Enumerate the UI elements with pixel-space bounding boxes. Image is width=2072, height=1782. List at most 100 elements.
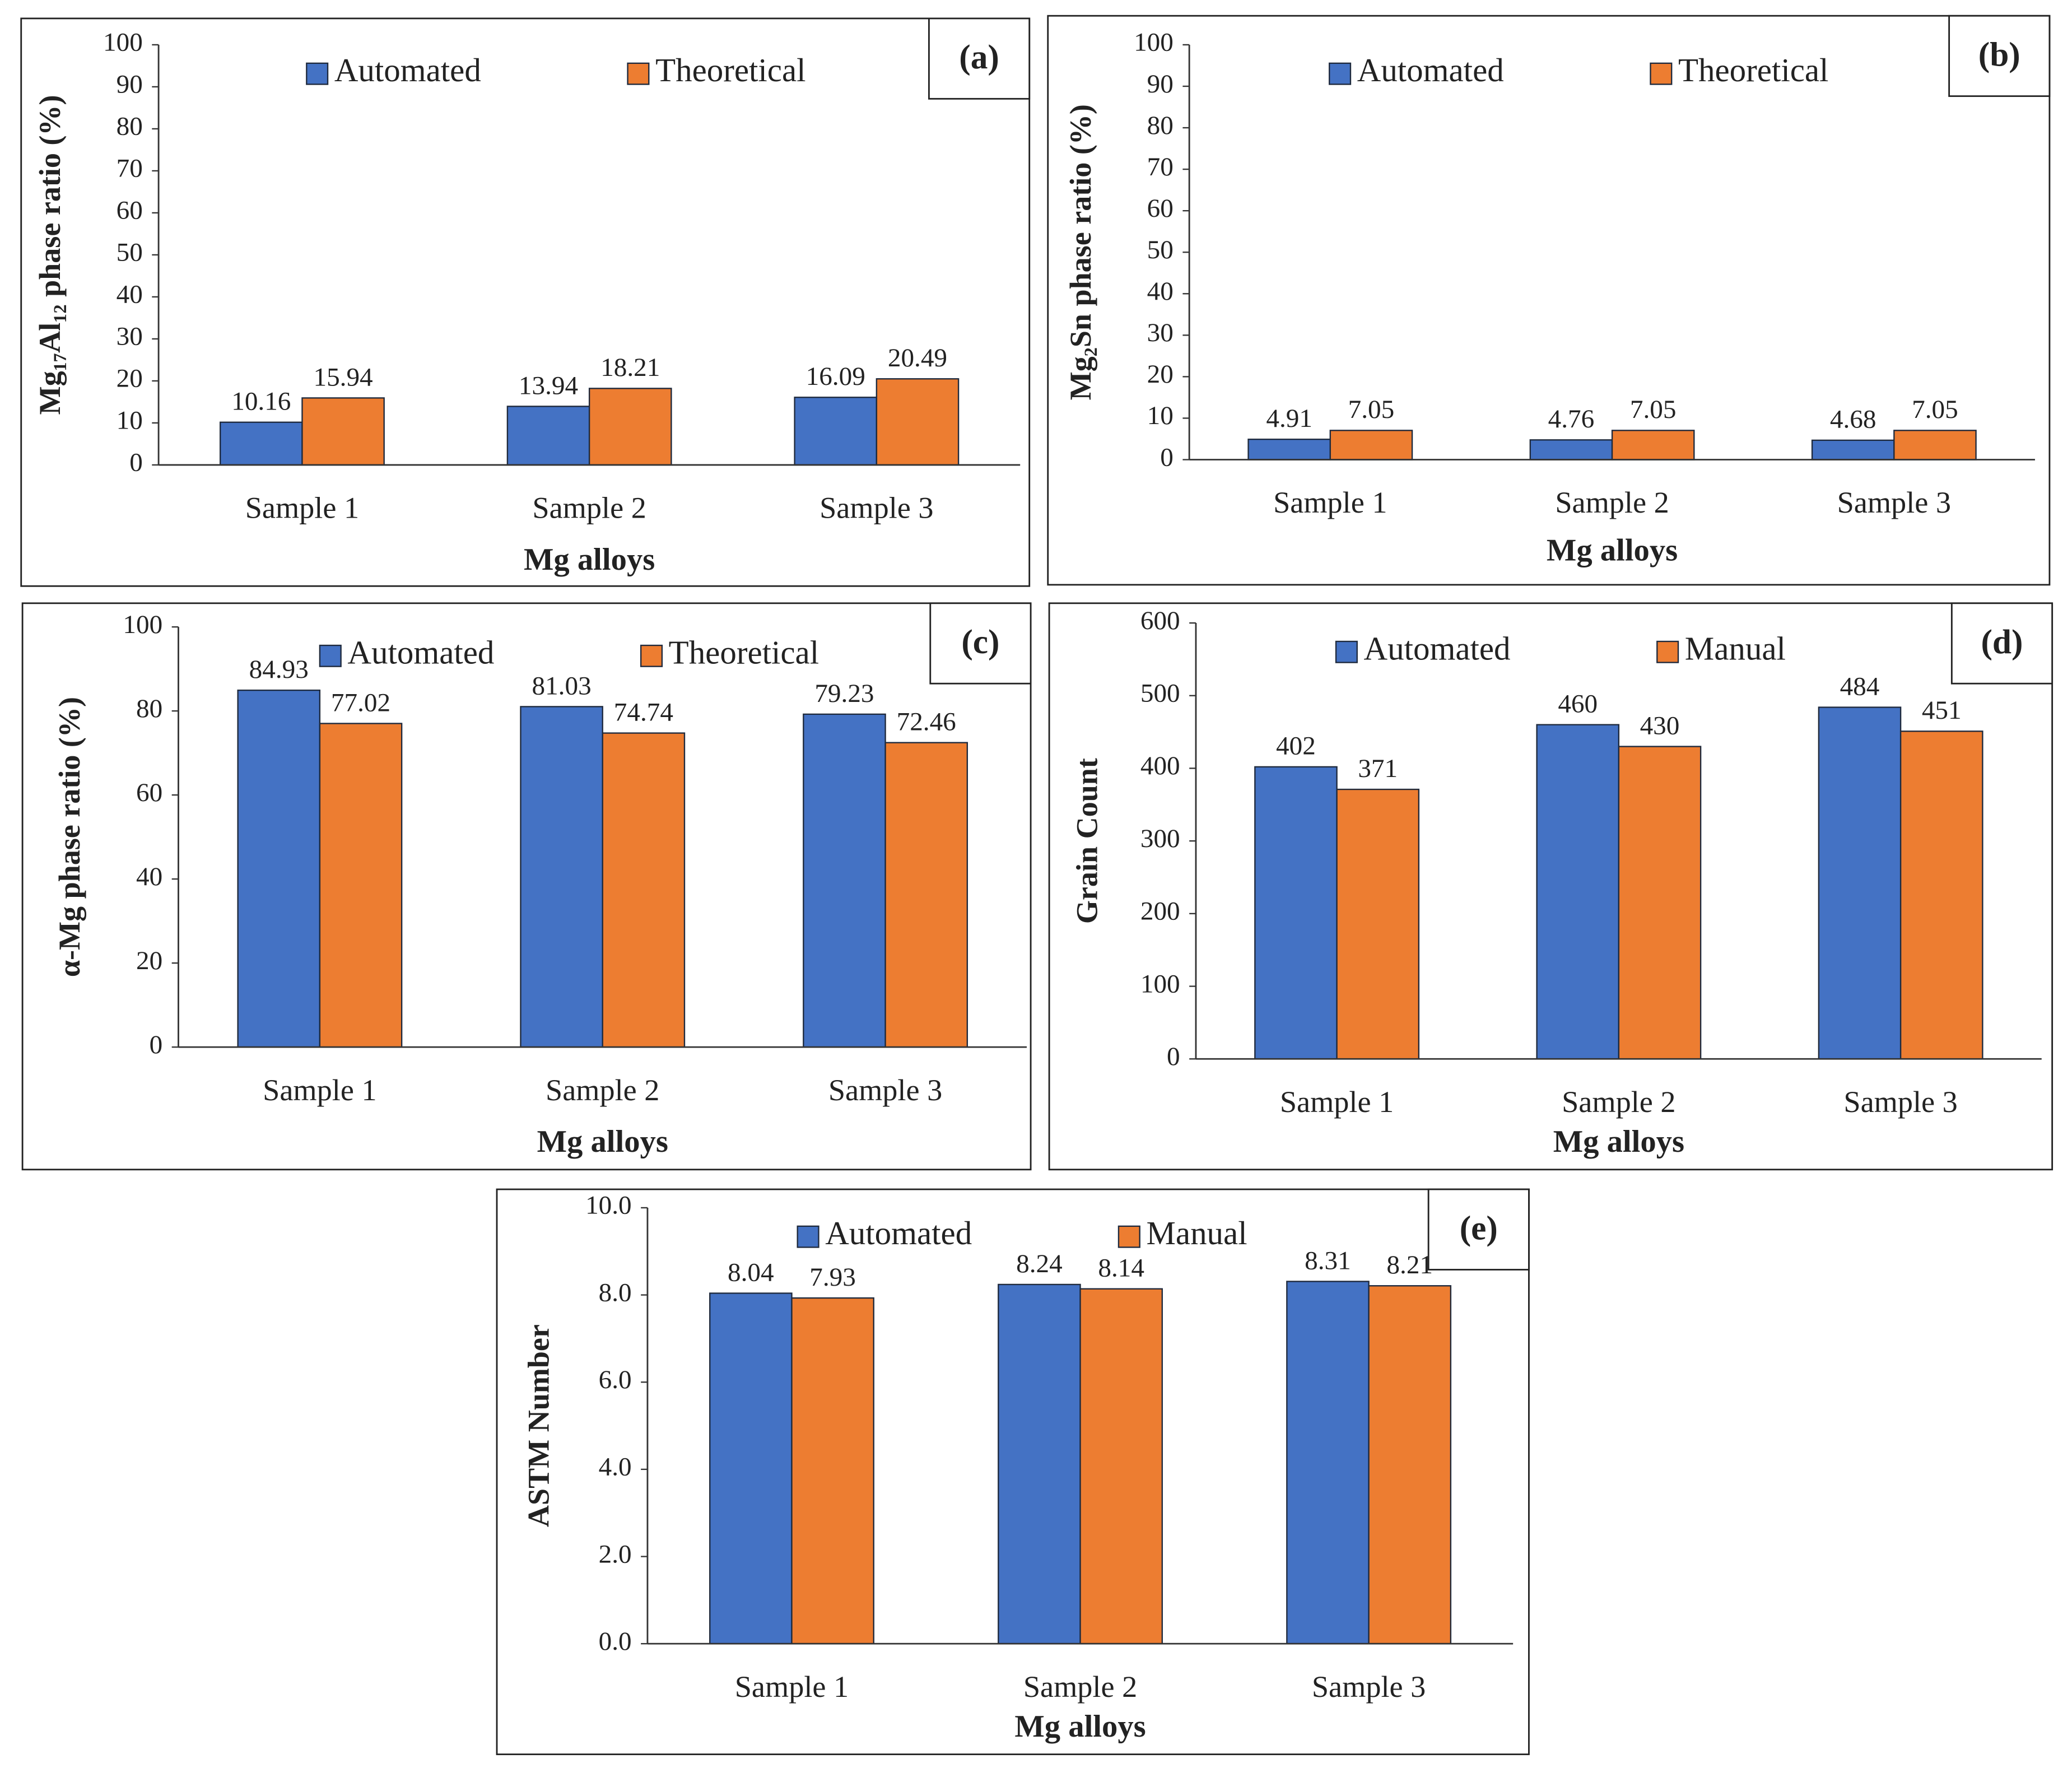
y-tick-label: 10: [117, 406, 143, 435]
bar: [1893, 430, 1977, 460]
value-label: 15.94: [313, 362, 373, 392]
y-tick-label: 40: [136, 862, 162, 891]
bar: [301, 397, 385, 466]
value-label: 7.05: [1348, 395, 1395, 424]
value-label: 8.21: [1386, 1250, 1433, 1279]
y-tick-label: 300: [1140, 824, 1180, 853]
value-label: 79.23: [814, 679, 874, 708]
legend-label: Automated: [1357, 52, 1504, 89]
bar: [803, 713, 886, 1048]
panel-label: (c): [961, 623, 999, 661]
bar: [1611, 430, 1695, 460]
value-label: 7.05: [1630, 395, 1677, 424]
legend-label: Automated: [347, 634, 494, 671]
value-label: 451: [1922, 696, 1962, 725]
bar: [1286, 1281, 1370, 1645]
y-tick-label: 60: [117, 196, 143, 225]
bar: [794, 397, 878, 466]
y-tick-label: 60: [1147, 194, 1174, 223]
x-tick-label: Sample 2: [1555, 486, 1669, 519]
x-tick-label: Sample 2: [532, 491, 646, 525]
y-tick-label: 90: [1147, 69, 1174, 99]
bar: [1254, 766, 1338, 1060]
bar: [237, 689, 321, 1048]
value-label: 72.46: [897, 708, 956, 737]
bar: [1336, 788, 1420, 1060]
y-tick-label: 40: [1147, 277, 1174, 306]
y-tick-label: 400: [1140, 751, 1180, 780]
y-tick-label: 80: [117, 112, 143, 141]
x-axis-title: Mg alloys: [1553, 1124, 1684, 1159]
value-label: 81.03: [532, 671, 592, 700]
y-tick-label: 20: [1147, 360, 1174, 389]
x-axis-title: Mg alloys: [524, 542, 655, 577]
y-axis-title: Grain Count: [1070, 758, 1104, 924]
y-tick-label: 40: [117, 280, 143, 309]
legend-swatch: [797, 1225, 820, 1248]
bar: [602, 732, 686, 1048]
legend-label: Automated: [334, 52, 481, 89]
value-label: 402: [1276, 732, 1316, 761]
value-label: 77.02: [331, 688, 390, 717]
x-tick-label: Sample 3: [1843, 1085, 1957, 1119]
value-label: 4.76: [1548, 404, 1595, 434]
legend-swatch: [1118, 1225, 1140, 1248]
x-tick-label: Sample 1: [245, 491, 359, 525]
x-tick-label: Sample 2: [546, 1073, 659, 1107]
y-tick-label: 6.0: [599, 1365, 632, 1394]
panel-frame: [1048, 602, 2054, 1171]
panel-label-box: [1948, 15, 2051, 97]
bar: [1368, 1285, 1452, 1645]
y-tick-label: 50: [117, 238, 143, 267]
bar: [588, 388, 672, 466]
value-label: 4.68: [1830, 405, 1877, 434]
bar: [1079, 1288, 1163, 1645]
x-axis-title: Mg alloys: [1547, 533, 1678, 567]
y-tick-label: 200: [1140, 897, 1180, 926]
legend-label: Theoretical: [1678, 52, 1828, 89]
legend-label: Manual: [1146, 1215, 1247, 1251]
value-label: 7.05: [1912, 395, 1958, 424]
legend-swatch: [1329, 62, 1352, 85]
legend-swatch: [306, 62, 329, 85]
bar: [1811, 439, 1895, 460]
value-label: 430: [1640, 711, 1680, 740]
y-tick-label: 80: [136, 694, 162, 723]
bar: [1529, 439, 1613, 460]
panel-label: (a): [959, 38, 999, 76]
panel-label-box: [929, 602, 1032, 685]
y-tick-label: 90: [117, 70, 143, 99]
bar: [1247, 438, 1331, 460]
y-tick-label: 100: [1140, 969, 1180, 998]
y-tick-label: 100: [123, 610, 162, 639]
legend-swatch: [627, 62, 650, 85]
x-axis-title: Mg alloys: [1014, 1709, 1146, 1744]
value-label: 7.93: [809, 1263, 856, 1292]
value-label: 13.94: [519, 371, 578, 400]
y-tick-label: 0: [129, 448, 143, 477]
y-tick-label: 20: [136, 946, 162, 975]
y-tick-label: 50: [1147, 235, 1174, 264]
y-axis-title: ASTM Number: [522, 1324, 556, 1527]
value-label: 460: [1558, 690, 1598, 719]
value-label: 8.24: [1016, 1249, 1063, 1278]
bar: [884, 742, 969, 1048]
y-tick-label: 0: [150, 1030, 163, 1059]
y-tick-label: 600: [1140, 606, 1180, 635]
x-tick-label: Sample 2: [1023, 1670, 1137, 1704]
panel-label-box: [1427, 1188, 1530, 1271]
legend-swatch: [640, 644, 663, 667]
value-label: 18.21: [600, 353, 660, 382]
y-tick-label: 4.0: [599, 1453, 632, 1482]
legend-swatch: [1656, 640, 1679, 663]
bar: [791, 1297, 874, 1645]
legend-label: Manual: [1685, 630, 1786, 667]
panel-frame: [20, 17, 1031, 587]
x-tick-label: Sample 1: [263, 1073, 376, 1107]
panel-label-box: [1950, 602, 2054, 685]
value-label: 74.74: [614, 698, 673, 727]
bar: [876, 378, 960, 466]
panel-frame: [496, 1188, 1530, 1756]
bar: [998, 1283, 1081, 1645]
bar: [1899, 731, 1983, 1060]
